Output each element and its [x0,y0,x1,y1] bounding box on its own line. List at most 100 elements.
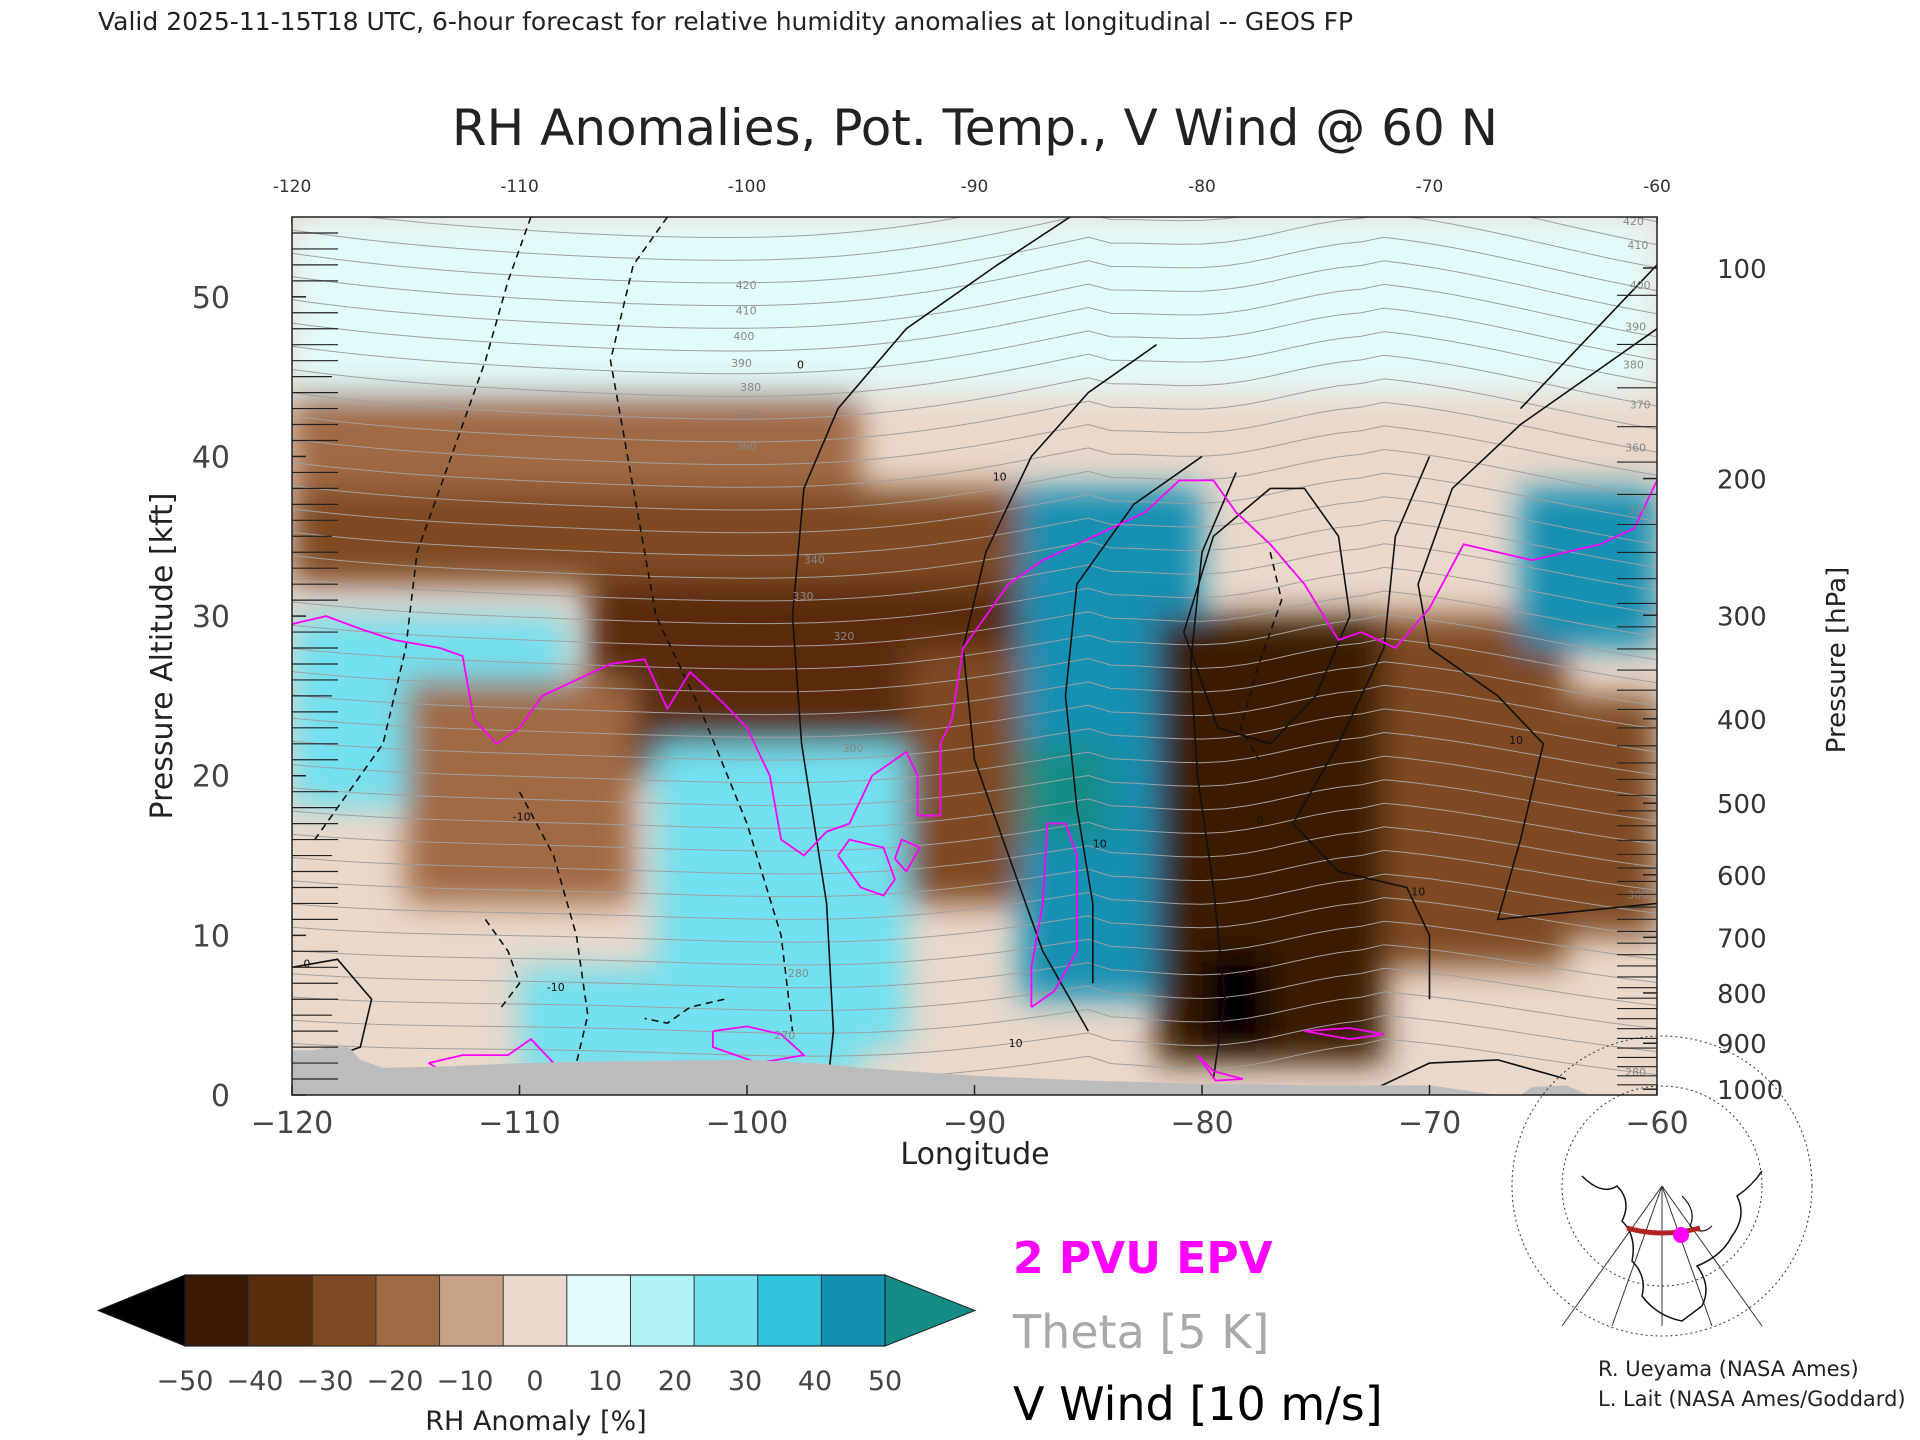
theta-line-30 [292,331,1657,397]
colorbar-tick-label-6: 10 [588,1366,622,1397]
rh-region-2 [292,488,1020,585]
theta-line-16 [292,661,1657,716]
epv-contour-loop-c [1030,822,1078,1008]
locator-map [1511,1035,1813,1337]
wind-contour-neg10-e [644,998,725,1025]
x-top-tick-label-5: -70 [1416,177,1444,197]
theta-label-370: 370 [738,408,759,421]
wind-label-0: 0 [1257,814,1264,827]
x-top-tick-label-1: -110 [500,177,539,197]
theta-line-25 [292,448,1657,511]
theta-line-32 [292,283,1657,352]
wind-label-0: 0 [303,957,310,970]
theta-line-9 [292,826,1657,875]
pressure-tick-label-5: 600 [1717,862,1767,892]
theta-line-36 [292,217,1657,261]
pressure-tick-label-8: 900 [1717,1030,1767,1060]
theta-label-320: 320 [833,630,854,643]
terrain-mask [292,1047,1657,1095]
y-tick-label-5: 50 [192,281,230,316]
rh-region-11 [1202,951,1271,1048]
colorbar-tick-label-8: 30 [728,1366,762,1397]
wind-label-10: 10 [1093,838,1107,851]
theta-line-20 [292,566,1657,625]
theta-line-26 [292,425,1657,488]
credit-line-1: R. Ueyama (NASA Ames) [1598,1357,1859,1381]
pressure-tick-label-9: 1000 [1717,1076,1783,1106]
theta-line-5 [292,920,1657,966]
colorbar-tick-label-0: −50 [157,1366,214,1397]
wind-contour-neg10-f [1239,552,1283,761]
rh-anomaly-field [292,217,1657,1080]
colorbar-tick-label-3: −20 [367,1366,424,1397]
epv-contour-loop-g [1196,1054,1244,1082]
theta-label-right-300: 300 [1627,889,1648,902]
theta-line-18 [292,614,1657,670]
theta-line-1 [292,1014,1657,1057]
wind-contour-10-f [1292,456,1431,1000]
bottom-axis: −120 −110 −100 −90 −80 −70 −60 [251,1085,1689,1141]
theta-label-300: 300 [843,742,864,755]
theta-label-330: 330 [793,590,814,603]
wind-label-10: 10 [1411,885,1425,898]
wind-contour-neg10-d [484,918,521,1008]
theta-line-22 [292,519,1657,579]
theta-line-15 [292,684,1657,738]
colorbar-segment-2 [312,1275,377,1346]
epv-contour-main [292,479,1657,857]
colorbar-segment-0 [185,1275,250,1346]
epv-contour-loop-a [837,838,896,897]
right-axis: 100 200 300 400 500 600 700 800 900 1000 [1617,255,1783,1106]
x-tick-label-3: −90 [943,1106,1006,1141]
x-axis-label: Longitude [900,1137,1049,1172]
pressure-tick-label-2: 300 [1717,602,1767,632]
theta-line-14 [292,708,1657,761]
colorbar-segment-5 [503,1275,568,1346]
theta-label-right-330: 330 [1627,504,1648,517]
theta-line-8 [292,849,1657,898]
x-tick-label-4: −80 [1170,1106,1233,1141]
x-top-tick-label-4: -80 [1188,177,1216,197]
y-tick-label-0: 0 [211,1079,230,1114]
x-top-tick-label-3: -90 [961,177,989,197]
top-axis: -120 -110 -100 -90 -80 -70 -60 [273,177,1671,225]
wind-contour-neg10-b [314,217,532,841]
colorbar-under-arrow [96,1274,186,1347]
colorbar-segment-9 [757,1275,822,1346]
wind-contour-neg10-c [518,791,589,1064]
epv-contour-loop-b [893,838,922,873]
valid-time-header: Valid 2025-11-15T18 UTC, 6-hour forecast… [98,7,1353,36]
y-axis-label-right: Pressure [hPa] [1822,567,1852,754]
theta-line-21 [292,543,1657,602]
x-tick-label-0: −120 [251,1106,333,1141]
colorbar-tick-label-1: −40 [227,1366,284,1397]
wind-contour-neg10-a [609,217,794,1032]
locator-latitude-arc [1626,1225,1701,1236]
theta-label-420: 420 [736,279,757,292]
theta-label-right-360: 360 [1625,442,1646,455]
wind-contour-right-top [1519,264,1657,410]
theta-line-6 [292,897,1657,943]
epv-contour-loop-f [1304,1027,1385,1041]
rh-region-0 [292,217,1657,393]
wind-label--10: -10 [513,810,531,823]
colorbar-segment-7 [630,1275,695,1346]
wind-label-10: 10 [1009,1037,1023,1050]
locator-point [1673,1227,1689,1243]
theta-label-right-390: 390 [1625,320,1646,333]
x-top-tick-label-6: -60 [1643,177,1671,197]
wind-label-10: 10 [1509,734,1523,747]
theta-label-390: 390 [731,357,752,370]
legend-vwind: V Wind [10 m/s] [1013,1377,1383,1431]
colorbar-segment-1 [248,1275,313,1346]
colorbar-segment-3 [375,1275,441,1346]
theta-line-23 [292,496,1657,557]
wind-label-0: 0 [797,359,804,372]
colorbar-frame [184,1274,886,1347]
colorbar [96,1274,977,1347]
theta-label-340: 340 [804,553,825,566]
x-top-tick-label-0: -120 [273,177,312,197]
theta-line-35 [292,217,1657,284]
theta-line-33 [292,260,1657,329]
